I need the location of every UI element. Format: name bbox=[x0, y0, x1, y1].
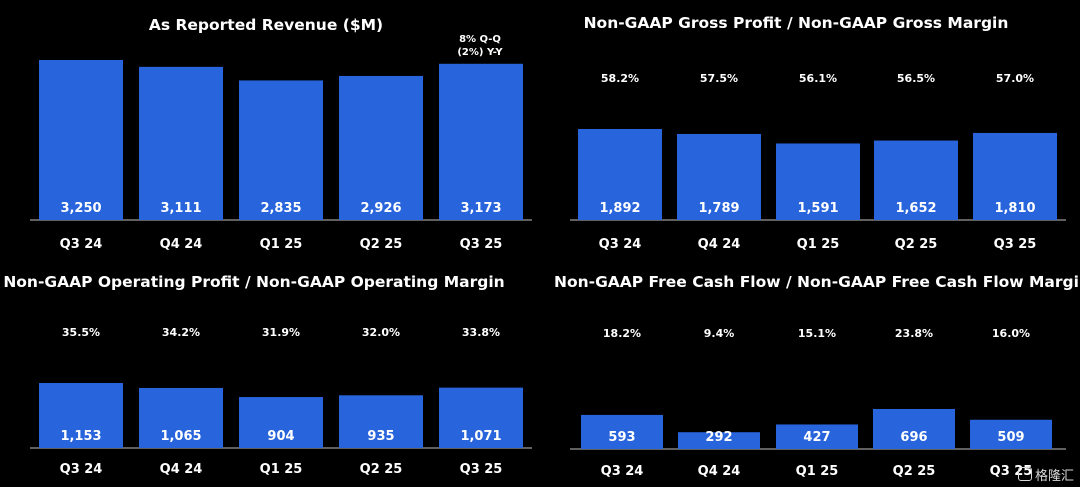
operating-profit-category-label-3: Q1 25 bbox=[260, 462, 303, 477]
revenue-value-label-1: 3,250 bbox=[60, 201, 101, 216]
operating-profit-category-label-4: Q2 25 bbox=[360, 462, 403, 477]
operating-profit-value-label-5: 1,071 bbox=[460, 429, 501, 444]
gross-profit-category-label-4: Q2 25 bbox=[895, 237, 938, 252]
operating-profit-chart-panel: Non-GAAP Operating Profit / Non-GAAP Ope… bbox=[3, 273, 532, 477]
operating-profit-bar-5 bbox=[439, 387, 523, 448]
gross-profit-category-label-2: Q4 24 bbox=[698, 237, 741, 252]
gross-profit-margin-label-1: 58.2% bbox=[601, 72, 639, 85]
operating-profit-category-label-2: Q4 24 bbox=[160, 462, 203, 477]
free-cash-flow-margin-label-5: 16.0% bbox=[992, 327, 1030, 340]
revenue-bar-4 bbox=[339, 75, 423, 220]
operating-profit-chart-title: Non-GAAP Operating Profit / Non-GAAP Ope… bbox=[3, 273, 504, 291]
gross-profit-chart-title: Non-GAAP Gross Profit / Non-GAAP Gross M… bbox=[584, 14, 1009, 32]
operating-profit-margin-label-3: 31.9% bbox=[262, 326, 300, 339]
gross-profit-value-label-1: 1,892 bbox=[599, 201, 640, 216]
revenue-value-label-3: 2,835 bbox=[260, 201, 301, 216]
watermark-text: 格隆汇 bbox=[1034, 469, 1074, 484]
revenue-category-label-1: Q3 24 bbox=[60, 237, 103, 252]
free-cash-flow-value-label-4: 696 bbox=[900, 430, 927, 445]
revenue-value-label-2: 3,111 bbox=[160, 201, 201, 216]
gross-profit-margin-label-5: 57.0% bbox=[996, 72, 1034, 85]
free-cash-flow-margin-label-2: 9.4% bbox=[704, 327, 735, 340]
operating-profit-margin-label-1: 35.5% bbox=[62, 326, 100, 339]
free-cash-flow-bar-1 bbox=[581, 414, 663, 449]
free-cash-flow-value-label-3: 427 bbox=[803, 430, 830, 445]
free-cash-flow-chart-panel: Non-GAAP Free Cash Flow / Non-GAAP Free … bbox=[554, 273, 1080, 479]
gross-profit-value-label-5: 1,810 bbox=[994, 201, 1035, 216]
gross-profit-category-label-5: Q3 25 bbox=[994, 237, 1037, 252]
operating-profit-bar-1 bbox=[39, 383, 123, 448]
free-cash-flow-bar-2 bbox=[678, 432, 760, 449]
operating-profit-value-label-2: 1,065 bbox=[160, 429, 201, 444]
gross-profit-margin-label-4: 56.5% bbox=[897, 72, 935, 85]
free-cash-flow-margin-label-3: 15.1% bbox=[798, 327, 836, 340]
operating-profit-value-label-3: 904 bbox=[267, 429, 294, 444]
free-cash-flow-category-label-1: Q3 24 bbox=[601, 464, 644, 479]
operating-profit-margin-label-4: 32.0% bbox=[362, 326, 400, 339]
free-cash-flow-value-label-5: 509 bbox=[997, 430, 1024, 445]
revenue-value-label-5: 3,173 bbox=[460, 201, 501, 216]
revenue-category-label-5: Q3 25 bbox=[460, 237, 503, 252]
free-cash-flow-margin-label-4: 23.8% bbox=[895, 327, 933, 340]
gross-profit-bar-5 bbox=[973, 132, 1057, 220]
gross-profit-category-label-1: Q3 24 bbox=[599, 237, 642, 252]
free-cash-flow-value-label-2: 292 bbox=[705, 430, 732, 445]
operating-profit-value-label-4: 935 bbox=[367, 429, 394, 444]
free-cash-flow-category-label-2: Q4 24 bbox=[698, 464, 741, 479]
free-cash-flow-value-label-1: 593 bbox=[608, 430, 635, 445]
revenue-category-label-4: Q2 25 bbox=[360, 237, 403, 252]
free-cash-flow-bar-5 bbox=[970, 419, 1052, 449]
gross-profit-bar-2 bbox=[677, 133, 761, 220]
gross-profit-margin-label-3: 56.1% bbox=[799, 72, 837, 85]
operating-profit-bar-2 bbox=[139, 387, 223, 448]
gross-profit-value-label-3: 1,591 bbox=[797, 201, 838, 216]
gross-profit-value-label-2: 1,789 bbox=[698, 201, 739, 216]
gross-profit-chart-panel: Non-GAAP Gross Profit / Non-GAAP Gross M… bbox=[570, 14, 1066, 252]
revenue-chart-title: As Reported Revenue ($M) bbox=[149, 16, 383, 34]
free-cash-flow-bar-4 bbox=[873, 409, 955, 449]
gross-profit-margin-label-2: 57.5% bbox=[700, 72, 738, 85]
gross-profit-bar-1 bbox=[578, 129, 662, 220]
gross-profit-category-label-3: Q1 25 bbox=[797, 237, 840, 252]
revenue-value-label-4: 2,926 bbox=[360, 201, 401, 216]
free-cash-flow-category-label-3: Q1 25 bbox=[796, 464, 839, 479]
free-cash-flow-chart-title: Non-GAAP Free Cash Flow / Non-GAAP Free … bbox=[554, 273, 1080, 291]
revenue-chart-panel: As Reported Revenue ($M) 8% Q-Q (2%) Y-Y… bbox=[30, 16, 532, 252]
revenue-bar-5 bbox=[439, 63, 523, 220]
gross-profit-value-label-4: 1,652 bbox=[895, 201, 936, 216]
revenue-annotation-qq: 8% Q-Q bbox=[459, 34, 501, 45]
operating-profit-margin-label-2: 34.2% bbox=[162, 326, 200, 339]
revenue-bar-2 bbox=[139, 66, 223, 220]
revenue-category-label-3: Q1 25 bbox=[260, 237, 303, 252]
revenue-annotation-yy: (2%) Y-Y bbox=[457, 47, 503, 58]
revenue-category-label-2: Q4 24 bbox=[160, 237, 203, 252]
operating-profit-value-label-1: 1,153 bbox=[60, 429, 101, 444]
free-cash-flow-margin-label-1: 18.2% bbox=[603, 327, 641, 340]
revenue-bar-1 bbox=[39, 60, 123, 220]
revenue-bar-3 bbox=[239, 80, 323, 220]
operating-profit-margin-label-5: 33.8% bbox=[462, 326, 500, 339]
gross-profit-bar-3 bbox=[776, 143, 860, 220]
watermark: 格隆汇 bbox=[1017, 465, 1074, 484]
operating-profit-category-label-1: Q3 24 bbox=[60, 462, 103, 477]
operating-profit-category-label-5: Q3 25 bbox=[460, 462, 503, 477]
operating-profit-bar-4 bbox=[339, 395, 423, 448]
operating-profit-bar-3 bbox=[239, 397, 323, 448]
watermark-logo-icon bbox=[1017, 467, 1032, 481]
free-cash-flow-bar-3 bbox=[776, 424, 858, 449]
free-cash-flow-category-label-4: Q2 25 bbox=[893, 464, 936, 479]
gross-profit-bar-4 bbox=[874, 140, 958, 220]
